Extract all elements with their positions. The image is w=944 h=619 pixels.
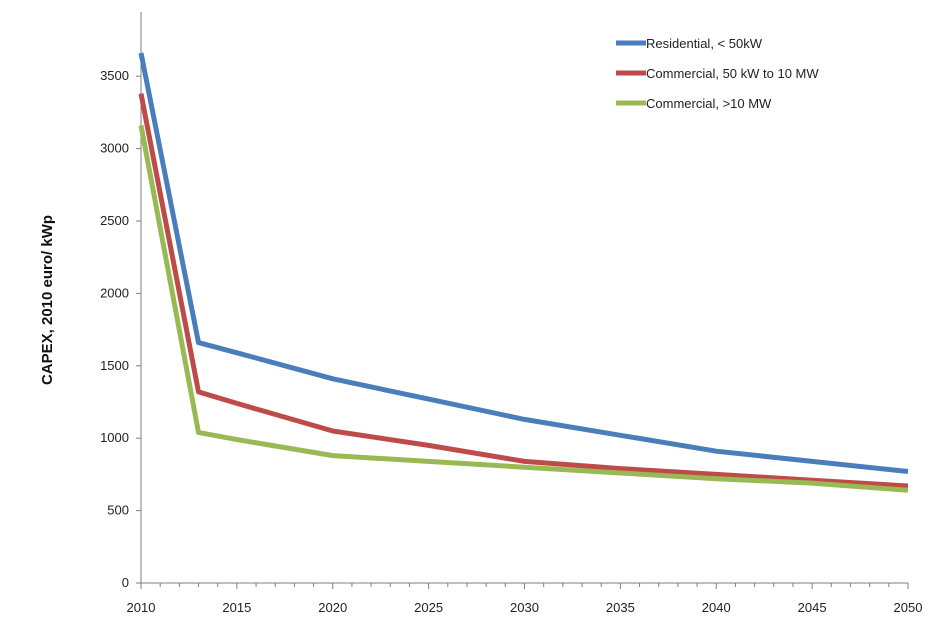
y-axis-label: CAPEX, 2010 euro/ kWp bbox=[39, 215, 56, 385]
axes bbox=[140, 12, 908, 584]
y-tick-label: 3000 bbox=[100, 141, 129, 156]
series-line-2 bbox=[138, 93, 909, 489]
legend-label: Commercial, 50 kW to 10 MW bbox=[646, 66, 819, 81]
y-tick-label: 1000 bbox=[100, 430, 129, 445]
x-tick-label: 2040 bbox=[702, 600, 731, 615]
y-tick-label: 1500 bbox=[100, 358, 129, 373]
y-tick-label: 3500 bbox=[100, 68, 129, 83]
y-tick-label: 0 bbox=[122, 575, 129, 590]
y-tick-label: 2000 bbox=[100, 285, 129, 300]
x-tick-label: 2015 bbox=[222, 600, 251, 615]
legend-label: Residential, < 50kW bbox=[646, 36, 763, 51]
series-line-3 bbox=[138, 124, 909, 493]
y-tick-label: 500 bbox=[107, 503, 129, 518]
y-tick-label: 2500 bbox=[100, 213, 129, 228]
tick-marks bbox=[136, 75, 909, 589]
x-tick-label: 2050 bbox=[894, 600, 923, 615]
x-tick-label: 2020 bbox=[318, 600, 347, 615]
x-tick-label: 2035 bbox=[606, 600, 635, 615]
series-line-1 bbox=[138, 52, 909, 474]
x-tick-label: 2045 bbox=[798, 600, 827, 615]
legend: Residential, < 50kW Commercial, 50 kW to … bbox=[616, 36, 819, 111]
series-lines bbox=[138, 52, 909, 493]
x-tick-label: 2025 bbox=[414, 600, 443, 615]
legend-label: Commercial, >10 MW bbox=[646, 96, 772, 111]
x-tick-label: 2010 bbox=[127, 600, 156, 615]
tick-labels: 0 500 1000 1500 2000 2500 3000 3500 2010 2015 2020… bbox=[100, 68, 922, 615]
x-tick-label: 2030 bbox=[510, 600, 539, 615]
